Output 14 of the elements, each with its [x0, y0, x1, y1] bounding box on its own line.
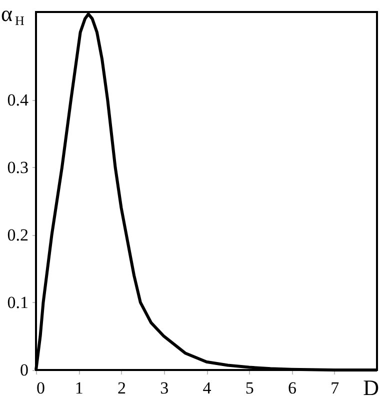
y-tick-label: 0.2: [7, 225, 28, 244]
x-tick-label: 1: [74, 378, 84, 398]
x-tick-label: 7: [330, 378, 340, 398]
x-tick-label: 4: [202, 378, 212, 398]
y-tick-label: 0.1: [7, 292, 28, 312]
x-tick-label: 0: [36, 378, 45, 398]
y-tick-label: 0: [20, 360, 28, 380]
x-tick-label: 2: [118, 378, 126, 398]
x-tick-label: 6: [288, 378, 296, 398]
y-tick-label: 0.4: [7, 90, 29, 110]
x-axis-title: D: [363, 375, 379, 400]
y-tick-label: 0.3: [7, 158, 28, 177]
x-tick-label: 3: [160, 378, 169, 398]
x-tick-label: 5: [245, 378, 254, 398]
